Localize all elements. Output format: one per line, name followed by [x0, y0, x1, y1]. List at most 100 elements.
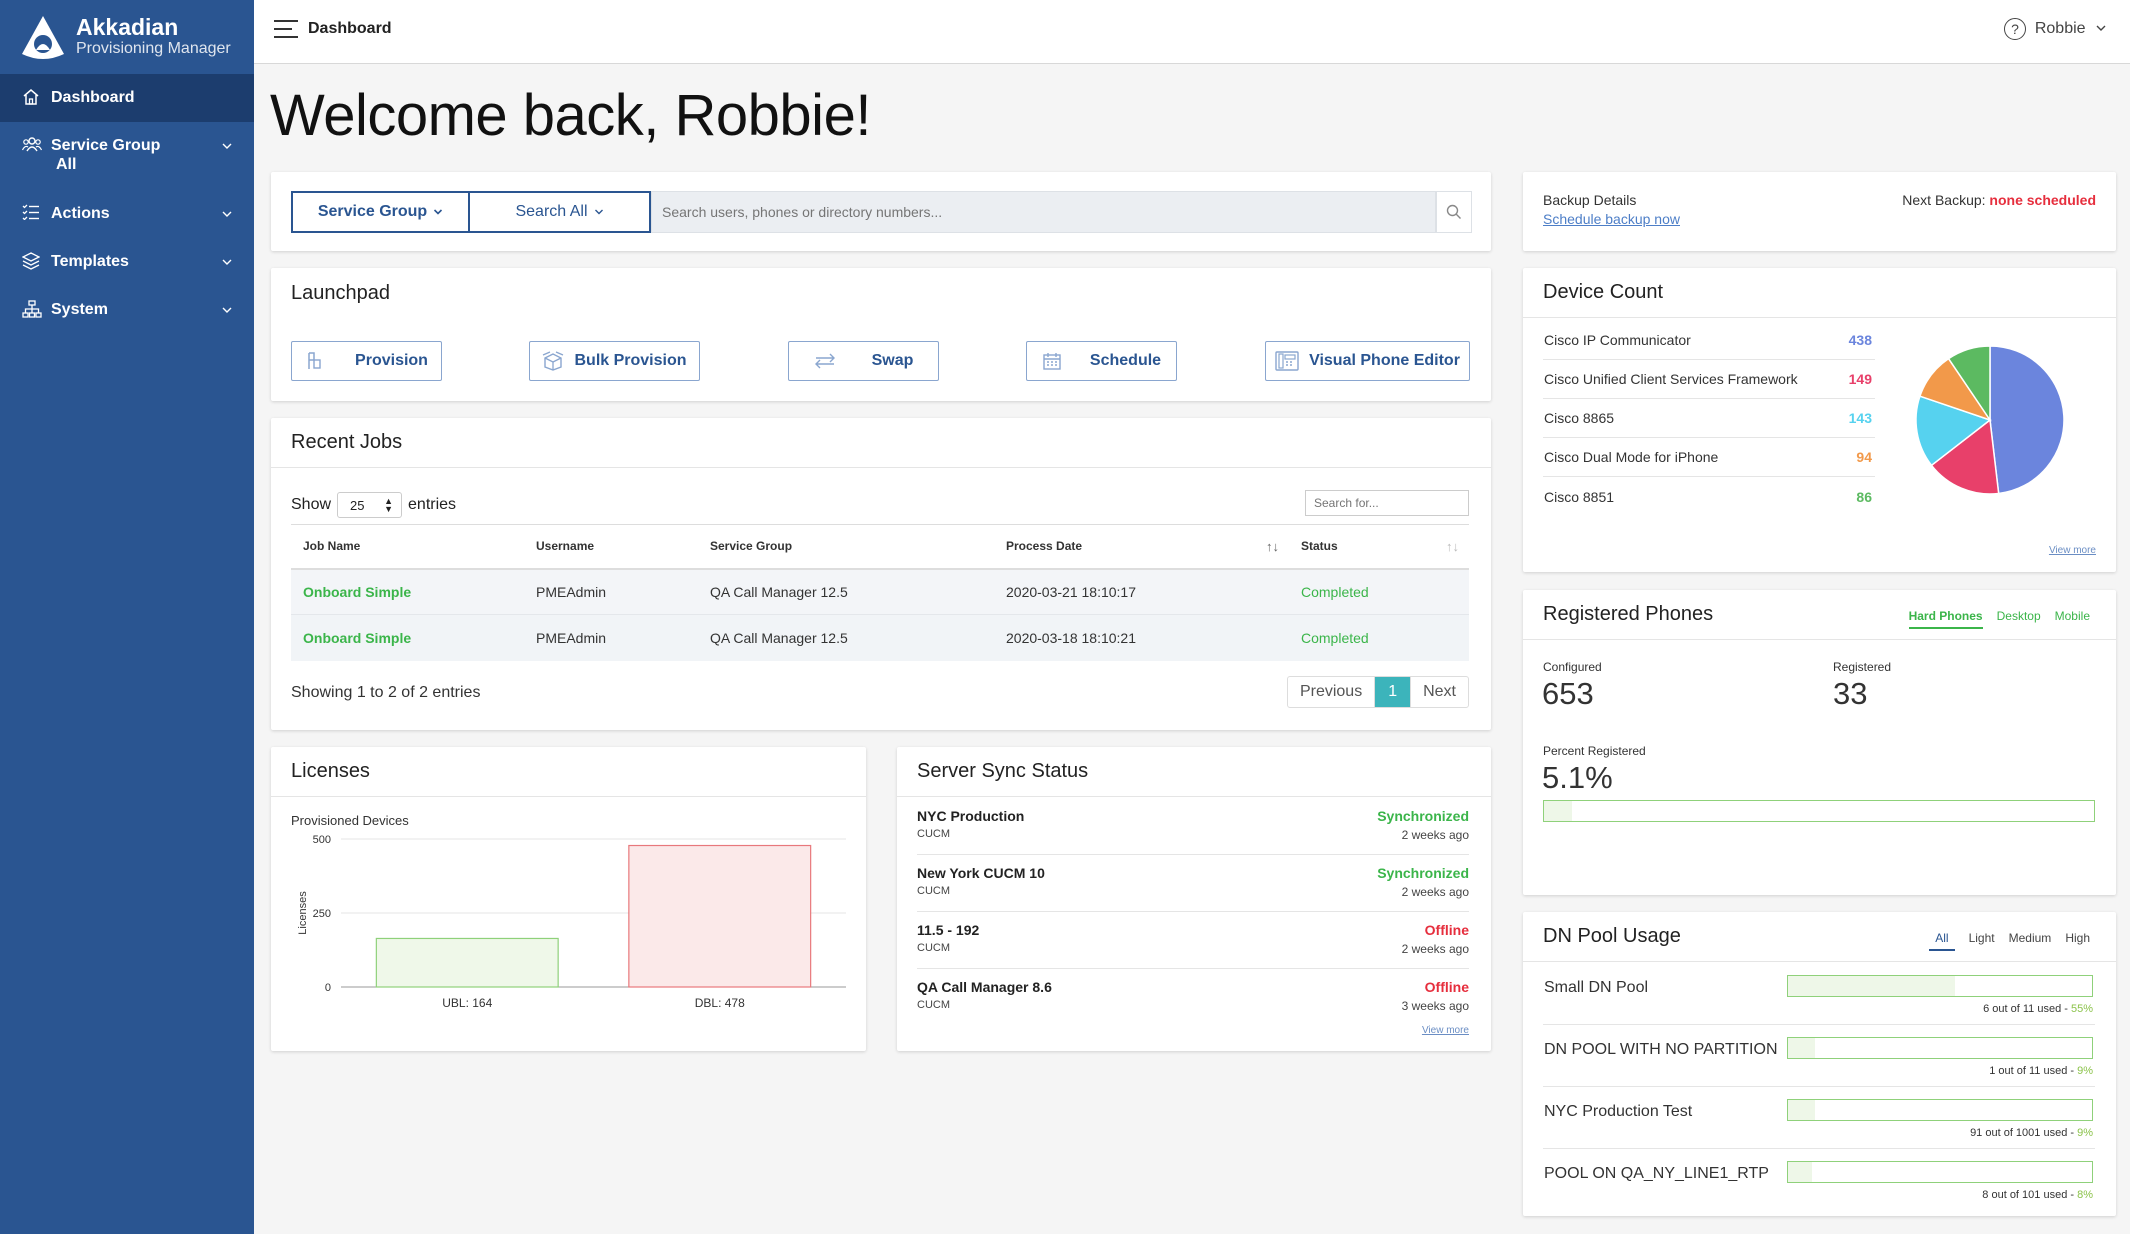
schedule-label: Schedule: [1089, 352, 1162, 369]
top-header: Dashboard ? Robbie: [254, 0, 2130, 64]
tab-desktop[interactable]: Desktop: [1996, 609, 2041, 623]
bar-0[interactable]: [375, 937, 559, 988]
list-item: Cisco 8851 86: [1543, 477, 1875, 516]
dn-pool-fill: [1788, 1038, 1816, 1058]
list-item[interactable]: NYC Production Test 91 out of 1001 used …: [1543, 1087, 2095, 1149]
list-item[interactable]: 11.5 - 192 CUCM Offline 2 weeks ago: [917, 912, 1469, 969]
calendar-icon: [1043, 353, 1061, 370]
users-icon: [22, 136, 42, 156]
provision-button[interactable]: Provision: [291, 341, 442, 381]
sync-status: Offline: [1424, 979, 1469, 995]
x-tick-label: UBL: 164: [442, 996, 492, 1010]
chevron-down-icon: [434, 209, 443, 215]
dn-pool-fill: [1788, 1100, 1816, 1120]
service-group-selected[interactable]: All: [56, 156, 77, 173]
col-job-name[interactable]: Job Name: [291, 524, 524, 570]
sidebar-item-label: Actions: [51, 205, 110, 222]
col-status[interactable]: Status ↑↓: [1289, 524, 1469, 570]
chevron-down-icon: [222, 259, 232, 265]
jobs-search-input[interactable]: [1305, 490, 1469, 516]
schedule-button[interactable]: Schedule: [1026, 341, 1177, 381]
sidebar-item-actions[interactable]: Actions: [0, 190, 254, 238]
dn-pool-name: NYC Production Test: [1544, 1103, 1693, 1120]
list-item[interactable]: QA Call Manager 8.6 CUCM Offline 3 weeks…: [917, 969, 1469, 1026]
pie-slice-0[interactable]: [1989, 345, 2065, 495]
job-name-link[interactable]: Onboard Simple: [303, 629, 412, 646]
list-item[interactable]: POOL ON QA_NY_LINE1_RTP 8 out of 101 use…: [1543, 1149, 2095, 1211]
chevron-down-icon: [594, 209, 603, 215]
service-group-dropdown[interactable]: Service Group: [291, 191, 470, 233]
next-backup: Next Backup: none scheduled: [1902, 192, 2096, 208]
percent-registered-bar: [1543, 800, 2095, 822]
next-backup-label: Next Backup:: [1902, 192, 1986, 208]
licenses-card: Licenses Provisioned Devices 0 250 500 Lice…: [271, 747, 866, 1051]
dn-pool-name: POOL ON QA_NY_LINE1_RTP: [1544, 1165, 1769, 1182]
pie-slice-1[interactable]: [1930, 418, 2000, 495]
sync-status: Synchronized: [1377, 865, 1469, 881]
swap-button[interactable]: Swap: [788, 341, 939, 381]
device-count-title: Device Count: [1523, 268, 2116, 318]
server-sync-card: Server Sync Status NYC Production CUCM S…: [897, 747, 1491, 1051]
sidebar-item-templates[interactable]: Templates: [0, 238, 254, 286]
help-icon[interactable]: ?: [2004, 18, 2026, 40]
tab-all[interactable]: All: [1929, 931, 1955, 951]
percent-registered-value: 5.1%: [1542, 760, 1613, 795]
tab-light[interactable]: Light: [1968, 931, 1995, 945]
provision-label: Provision: [355, 352, 428, 369]
device-value: 94: [1856, 449, 1872, 465]
pie-slice-2[interactable]: [1915, 395, 1992, 467]
y-axis-label: Licenses: [297, 891, 309, 935]
sidebar-item-system[interactable]: System: [0, 286, 254, 334]
bar-1[interactable]: [628, 844, 812, 988]
menu-toggle-icon[interactable]: [274, 20, 300, 42]
device-view-more-link[interactable]: View more: [2048, 545, 2096, 556]
job-status: Completed: [1301, 583, 1369, 600]
sidebar-item-label: Dashboard: [51, 89, 135, 106]
visual-phone-editor-button[interactable]: Visual Phone Editor: [1265, 341, 1470, 381]
list-item[interactable]: NYC Production CUCM Synchronized 2 weeks…: [917, 798, 1469, 855]
layers-icon: [22, 252, 42, 272]
tab-mobile[interactable]: Mobile: [2054, 609, 2090, 623]
dn-pool-bar: [1787, 1099, 2093, 1121]
app-name: Akkadian: [76, 14, 179, 40]
list-item[interactable]: Small DN Pool 6 out of 11 used - 55%: [1543, 963, 2095, 1025]
job-username: PMEAdmin: [524, 568, 698, 615]
tab-high[interactable]: High: [2065, 931, 2090, 945]
page-1-button[interactable]: 1: [1374, 677, 1412, 707]
akkadian-logo-icon: [22, 16, 64, 59]
sidebar-item-service-group[interactable]: Service Group: [0, 122, 254, 170]
app-logo[interactable]: Akkadian Provisioning Manager: [0, 0, 254, 74]
pie-slice-4[interactable]: [1947, 345, 1991, 423]
search-all-dropdown[interactable]: Search All: [470, 191, 651, 233]
pagination: Previous 1 Next: [1286, 676, 1469, 708]
device-value: 149: [1848, 371, 1872, 387]
user-menu[interactable]: Robbie: [2035, 20, 2106, 38]
prev-page-button[interactable]: Previous: [1299, 683, 1363, 700]
sync-view-more-link[interactable]: View more: [1421, 1025, 1469, 1036]
job-status: Completed: [1301, 629, 1369, 646]
dn-pool-used: 6 out of 11 used - 55%: [1983, 1003, 2093, 1015]
swap-icon: [814, 353, 835, 369]
next-page-button[interactable]: Next: [1423, 683, 1456, 700]
col-username[interactable]: Username: [524, 524, 698, 570]
tab-hard-phones[interactable]: Hard Phones: [1908, 609, 1983, 629]
list-item[interactable]: DN POOL WITH NO PARTITION 1 out of 11 us…: [1543, 1025, 2095, 1087]
col-status-label: Status: [1301, 539, 1338, 554]
col-process-date[interactable]: Process Date ↑↓: [994, 524, 1289, 570]
sitemap-icon: [22, 300, 42, 320]
search-button[interactable]: [1436, 191, 1472, 233]
tab-medium[interactable]: Medium: [2008, 931, 2052, 945]
dn-pool-bar: [1787, 975, 2093, 997]
dn-pool-name: DN POOL WITH NO PARTITION: [1544, 1041, 1778, 1058]
visual-phone-editor-label: Visual Phone Editor: [1309, 352, 1460, 369]
sync-time: 2 weeks ago: [1401, 885, 1469, 899]
job-name-link[interactable]: Onboard Simple: [303, 583, 412, 600]
entries-select[interactable]: 25 ▲ ▼: [337, 492, 403, 518]
bulk-provision-button[interactable]: Bulk Provision: [529, 341, 700, 381]
search-input[interactable]: [651, 191, 1436, 233]
list-item[interactable]: New York CUCM 10 CUCM Synchronized 2 wee…: [917, 855, 1469, 912]
sidebar-item-dashboard[interactable]: Dashboard: [0, 74, 254, 122]
job-service-group: QA Call Manager 12.5: [698, 568, 994, 615]
col-service-group[interactable]: Service Group: [698, 524, 994, 570]
schedule-backup-link[interactable]: Schedule backup now: [1543, 211, 1680, 227]
